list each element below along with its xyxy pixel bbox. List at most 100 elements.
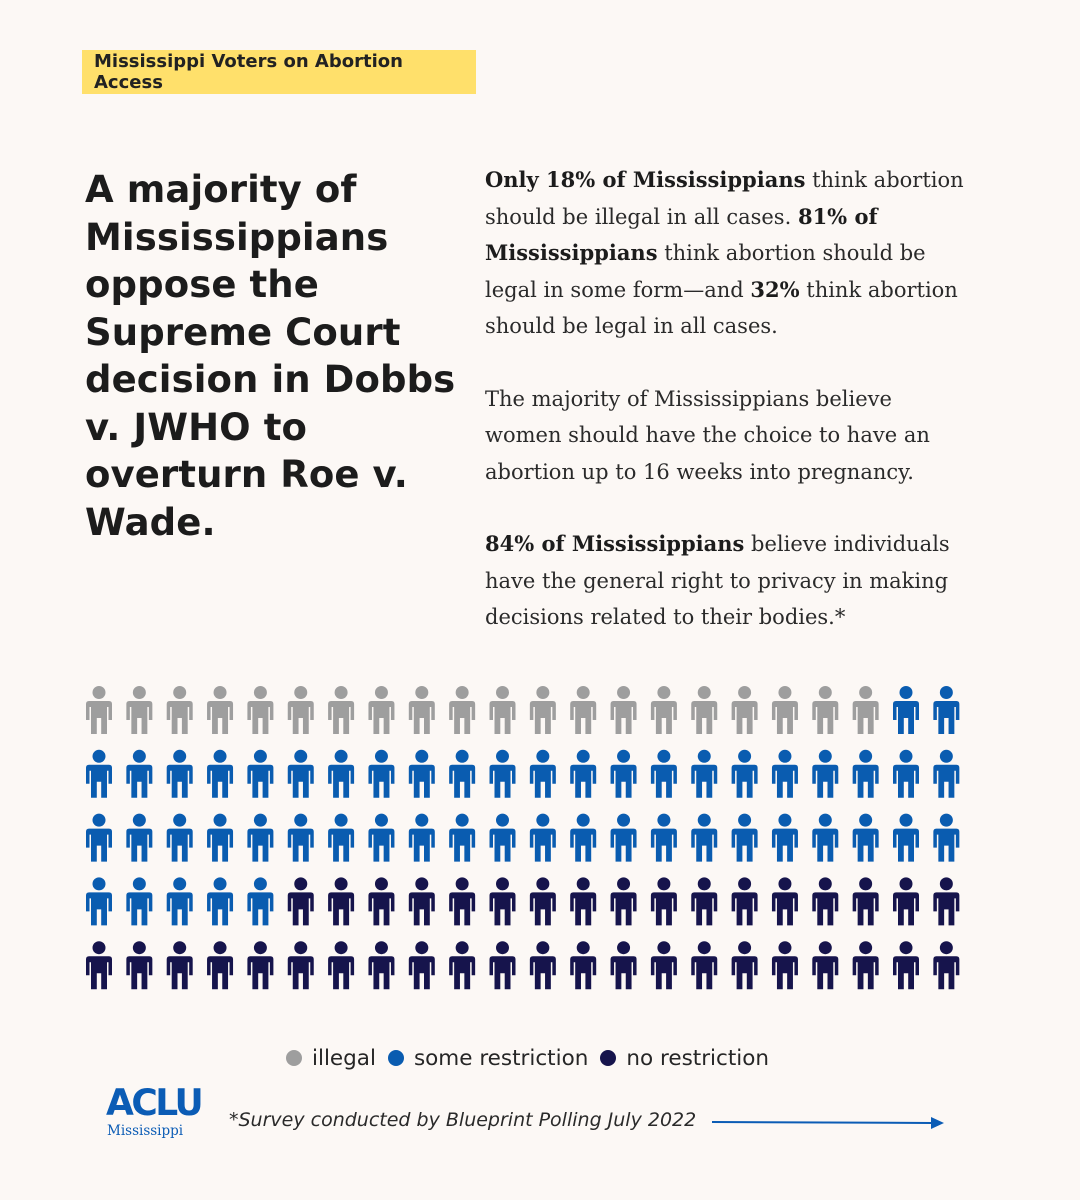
person-icon: [368, 749, 395, 798]
person-icon: [449, 813, 476, 862]
person-icon: [287, 686, 314, 734]
person-icon: [408, 686, 435, 734]
person-icon: [247, 813, 274, 862]
emphasis-text: Only 18% of Mississippians: [485, 167, 806, 192]
person-icon: [893, 749, 919, 798]
person-icon: [771, 686, 798, 734]
topic-tag-label: Mississippi Voters on Abortion Access: [94, 51, 403, 93]
person-icon: [771, 877, 798, 926]
person-icon: [570, 877, 597, 926]
person-icon: [247, 749, 274, 798]
person-icon: [489, 877, 516, 926]
person-icon: [529, 686, 556, 734]
emphasis-text: 84% of Mississippians: [485, 531, 745, 556]
person-icon: [610, 877, 637, 926]
person-icon: [368, 941, 395, 990]
person-icon: [610, 749, 637, 798]
person-icon: [368, 686, 395, 734]
person-icon: [489, 813, 516, 862]
person-icon: [933, 941, 960, 990]
person-icon: [650, 686, 677, 734]
person-icon: [852, 941, 879, 990]
headline: A majority of Mississippians oppose the …: [85, 168, 456, 544]
person-icon: [126, 877, 153, 926]
person-icon: [86, 941, 112, 990]
person-icon: [893, 877, 919, 926]
person-icon: [328, 813, 355, 862]
person-icon: [166, 877, 193, 926]
logo-wordmark: ACLU: [106, 1082, 204, 1125]
person-icon: [86, 686, 112, 734]
legend-item: no restriction: [600, 1046, 769, 1071]
person-icon: [731, 941, 758, 990]
person-icon: [529, 877, 556, 926]
person-icon: [287, 749, 314, 798]
person-icon: [650, 813, 677, 862]
person-icon: [812, 877, 839, 926]
person-icon: [933, 686, 960, 734]
person-icon: [691, 941, 718, 990]
arrow-right-icon[interactable]: [712, 1114, 946, 1132]
person-icon: [812, 813, 839, 862]
person-icon: [328, 877, 355, 926]
person-icon: [328, 686, 355, 734]
person-icon: [126, 941, 153, 990]
person-icon: [86, 877, 112, 926]
person-icon: [166, 813, 193, 862]
body-text-run: believe individuals have the general rig…: [485, 532, 950, 629]
emphasis-text: 32%: [750, 276, 800, 302]
person-icon: [933, 813, 960, 862]
person-icon: [328, 749, 355, 798]
person-icon: [449, 877, 476, 926]
person-icon: [529, 941, 556, 990]
person-icon: [852, 686, 879, 734]
person-icon: [368, 877, 395, 926]
person-icon: [207, 749, 234, 798]
legend-dot-icon: [600, 1050, 617, 1066]
person-icon: [650, 941, 677, 990]
person-icon: [328, 941, 355, 990]
person-icon: [207, 686, 234, 734]
person-icon: [691, 686, 718, 734]
person-icon: [933, 749, 960, 798]
person-icon: [449, 686, 476, 734]
person-icon: [570, 813, 597, 862]
person-icon: [529, 813, 556, 862]
person-icon: [489, 749, 516, 798]
person-icon: [893, 941, 919, 990]
person-icon: [408, 877, 435, 926]
footnote: *Survey conducted by Blueprint Polling J…: [229, 1109, 697, 1131]
body-text: Only 18% of Mississippians think abortio…: [485, 162, 965, 672]
person-icon: [933, 877, 960, 926]
person-icon: [449, 941, 476, 990]
person-icon: [812, 941, 839, 990]
body-paragraph-3: 84% of Mississippians believe individual…: [485, 526, 965, 636]
icon-grid-svg: [86, 686, 960, 990]
legend-dot-icon: [286, 1050, 302, 1066]
person-icon: [166, 749, 193, 798]
person-icon: [610, 686, 637, 734]
person-icon: [570, 749, 597, 798]
body-text-run: think abortion should be legal in all ca…: [485, 277, 958, 339]
person-icon: [247, 941, 274, 990]
emphasis-text: 81% of Mississippians: [485, 203, 878, 266]
logo-state: Mississippi: [107, 1123, 184, 1139]
person-icon: [86, 749, 112, 798]
person-icon: [449, 749, 476, 798]
person-icon: [812, 686, 839, 734]
person-icon: [812, 749, 839, 798]
person-icon: [691, 749, 718, 798]
person-icon: [126, 813, 153, 862]
person-icon: [731, 813, 758, 862]
body-text-run: think abortion should be illegal in all …: [485, 168, 964, 229]
person-icon: [408, 941, 435, 990]
person-icon: [650, 749, 677, 798]
person-icon: [247, 877, 274, 926]
person-icon: [893, 686, 919, 734]
person-icon: [368, 813, 395, 862]
person-icon: [489, 941, 516, 990]
aclu-logo: ACLU Mississippi: [106, 1082, 206, 1144]
person-icon: [247, 686, 274, 734]
person-icon: [408, 749, 435, 798]
topic-tag: Mississippi Voters on Abortion Access: [82, 50, 476, 94]
